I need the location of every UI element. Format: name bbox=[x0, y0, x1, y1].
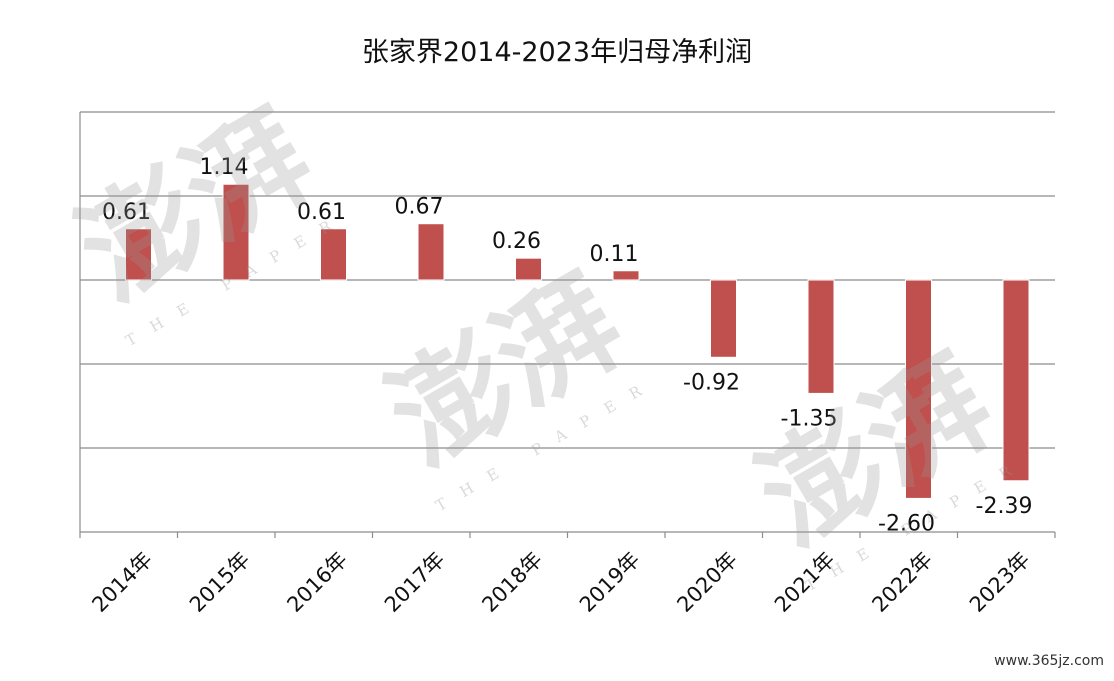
x-tick-label: 2015年 bbox=[185, 547, 255, 617]
bar bbox=[222, 183, 250, 281]
x-tick-label: 2021年 bbox=[770, 547, 840, 617]
bar bbox=[807, 279, 835, 394]
data-label: -2.39 bbox=[976, 494, 1033, 519]
bar bbox=[905, 279, 932, 499]
bar bbox=[417, 223, 445, 281]
data-label: 0.67 bbox=[395, 195, 444, 220]
bar bbox=[515, 257, 542, 281]
data-label: 0.61 bbox=[102, 200, 151, 225]
bar bbox=[612, 270, 640, 281]
site-label: www.365jz.com bbox=[994, 653, 1104, 669]
x-tick-label: 2017年 bbox=[380, 547, 450, 617]
data-label: 0.11 bbox=[590, 242, 639, 267]
bar bbox=[320, 228, 347, 281]
chart-title: 张家界2014-2023年归母净利润 bbox=[361, 37, 753, 68]
data-label: 1.14 bbox=[200, 155, 249, 180]
data-label: 0.61 bbox=[297, 200, 346, 225]
data-label: 0.26 bbox=[492, 229, 541, 254]
x-tick-label: 2016年 bbox=[282, 547, 352, 617]
data-label: -2.60 bbox=[878, 511, 935, 536]
x-tick-label: 2019年 bbox=[575, 547, 645, 617]
x-tick-label: 2018年 bbox=[477, 547, 547, 617]
x-tick-label: 2022年 bbox=[867, 547, 937, 617]
x-tick-label: 2023年 bbox=[965, 547, 1035, 617]
bar bbox=[1002, 279, 1030, 482]
bar bbox=[125, 228, 152, 281]
x-tick-label: 2014年 bbox=[87, 547, 157, 617]
x-tick-label: 2020年 bbox=[672, 547, 742, 617]
data-label: -1.35 bbox=[781, 406, 838, 431]
bar bbox=[710, 279, 737, 358]
data-label: -0.92 bbox=[683, 370, 740, 395]
